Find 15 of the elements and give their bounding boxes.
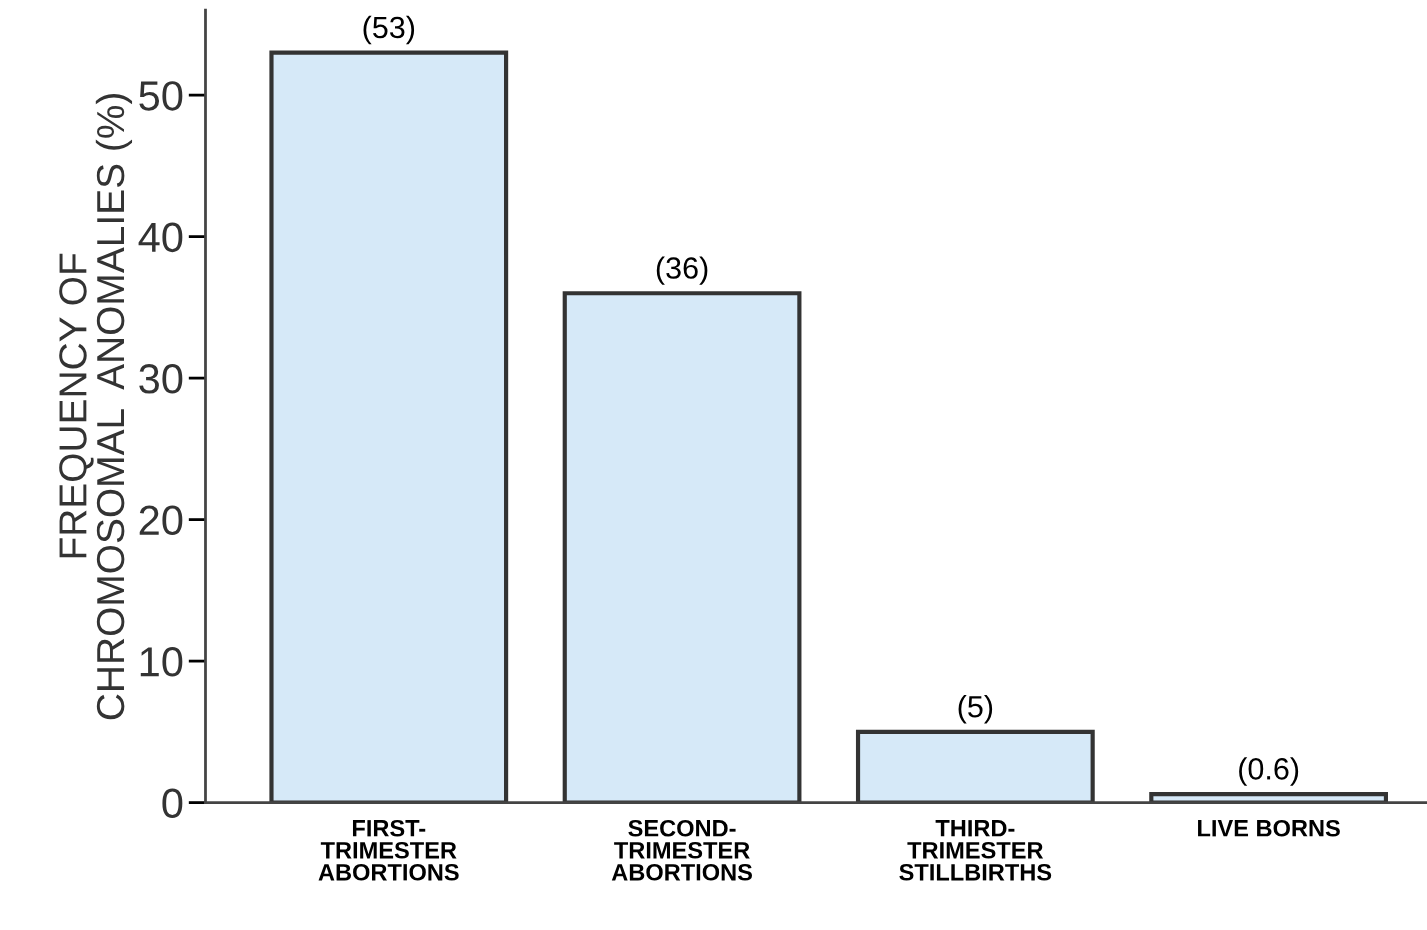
y-tick-label: 40 (138, 222, 183, 253)
x-tick-label: SECOND- TRIMESTER ABORTIONS (611, 819, 752, 881)
x-tick-label: THIRD- TRIMESTER STILLBIRTHS (899, 820, 1052, 881)
x-tick-label: LIVE BORNS (1198, 819, 1340, 837)
data-label: (0.6) (1239, 757, 1299, 786)
data-label: (36) (656, 256, 708, 285)
y-axis-title: FREQUENCY OF CHROMOSOMAL ANOMALIES (%) (59, 94, 133, 720)
data-label: (5) (958, 695, 993, 724)
data-label: (53) (363, 15, 415, 45)
y-tick-label: 10 (140, 647, 183, 677)
y-tick-label: 50 (139, 81, 183, 111)
y-tick-label: 20 (139, 505, 183, 536)
y-tick-label: 30 (139, 364, 183, 394)
x-tick-label: FIRST- TRIMESTER ABORTIONS (318, 819, 459, 881)
y-tick-label: 0 (162, 788, 183, 819)
